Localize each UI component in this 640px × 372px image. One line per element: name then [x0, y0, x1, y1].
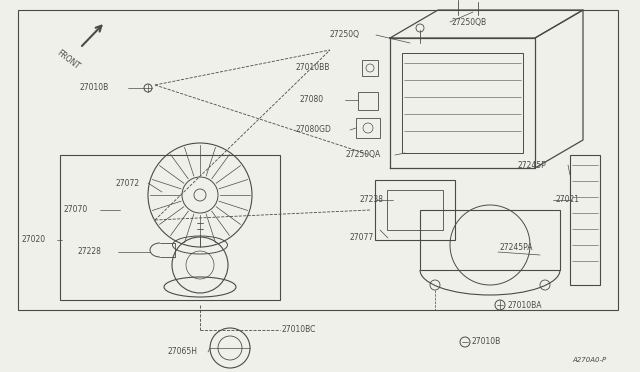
Text: 27010BC: 27010BC	[282, 326, 316, 334]
Text: 27250QB: 27250QB	[452, 17, 487, 26]
Text: A270A0-P: A270A0-P	[572, 357, 606, 363]
Bar	[375, 180, 455, 240]
Text: 27077: 27077	[350, 234, 374, 243]
Text: FRONT: FRONT	[55, 49, 81, 71]
Bar	[358, 92, 378, 110]
Text: 27080: 27080	[300, 96, 324, 105]
Text: 27245P: 27245P	[518, 160, 547, 170]
Text: 27010BA: 27010BA	[508, 301, 543, 310]
Text: 27010B: 27010B	[472, 337, 501, 346]
Text: 27250QA: 27250QA	[345, 151, 380, 160]
Bar	[402, 53, 523, 153]
Text: 27010B: 27010B	[80, 83, 109, 93]
Text: 27080GD: 27080GD	[295, 125, 331, 135]
Bar	[356, 118, 380, 138]
Text: 27228: 27228	[78, 247, 102, 257]
Text: 27010BB: 27010BB	[295, 64, 330, 73]
Text: 27065H: 27065H	[168, 347, 198, 356]
Bar	[60, 155, 280, 300]
Bar	[420, 210, 560, 270]
Text: 27245PA: 27245PA	[500, 244, 534, 253]
Bar	[570, 155, 600, 285]
Bar	[387, 190, 443, 230]
Text: 27020: 27020	[22, 235, 46, 244]
Bar	[362, 60, 378, 76]
Text: 27021: 27021	[555, 196, 579, 205]
Text: 27070: 27070	[63, 205, 87, 215]
Text: 27250Q: 27250Q	[330, 31, 360, 39]
Text: 27072: 27072	[115, 179, 139, 187]
Bar	[18, 10, 618, 310]
Text: 27238: 27238	[360, 196, 384, 205]
